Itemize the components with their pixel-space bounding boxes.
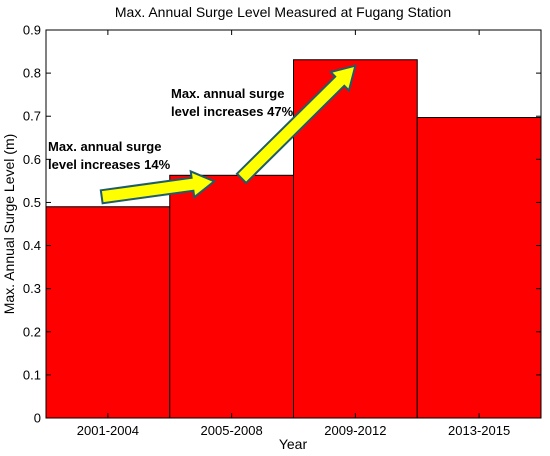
y-tick-label: 0.2 bbox=[23, 324, 41, 339]
x-tick-label: 2009-2012 bbox=[324, 423, 386, 438]
x-axis-label: Year bbox=[279, 436, 308, 452]
y-tick-label: 0.8 bbox=[23, 66, 41, 81]
chart-title: Max. Annual Surge Level Measured at Fuga… bbox=[115, 4, 451, 20]
x-tick-label: 2005-2008 bbox=[201, 423, 263, 438]
arrow-increase-14 bbox=[99, 169, 217, 205]
y-tick-label: 0.5 bbox=[23, 195, 41, 210]
y-tick-label: 0.9 bbox=[23, 23, 41, 38]
y-tick-label: 0 bbox=[34, 411, 41, 426]
annotation-line: level increases 14% bbox=[48, 157, 171, 172]
annotation-increase: Max. annual surge level increases 47% bbox=[171, 86, 294, 119]
plot-frame bbox=[45, 29, 542, 419]
bar-2005-2008 bbox=[169, 174, 294, 419]
annotation-line: Max. annual surge bbox=[48, 139, 161, 154]
y-tick-label: 0.1 bbox=[23, 367, 41, 382]
x-tick-label: 2013-2015 bbox=[448, 423, 510, 438]
y-tick-label: 0.3 bbox=[23, 281, 41, 296]
annotation-increase: Max. annual surge level increases 14% bbox=[48, 139, 171, 172]
arrow-increase-47 bbox=[235, 64, 357, 185]
bar-2009-2012 bbox=[293, 59, 418, 419]
annotation-line: level increases 47% bbox=[171, 104, 294, 119]
x-tick-label: 2001-2004 bbox=[77, 423, 139, 438]
y-axis-label: Max. Annual Surge Level (m) bbox=[1, 134, 17, 315]
y-tick-label: 0.4 bbox=[23, 238, 41, 253]
y-tick-label: 0.6 bbox=[23, 152, 41, 167]
bar-2013-2015 bbox=[416, 117, 542, 419]
y-tick-label: 0.7 bbox=[23, 109, 41, 124]
annotation-line: Max. annual surge bbox=[171, 86, 284, 101]
bar-2001-2004 bbox=[45, 206, 171, 419]
